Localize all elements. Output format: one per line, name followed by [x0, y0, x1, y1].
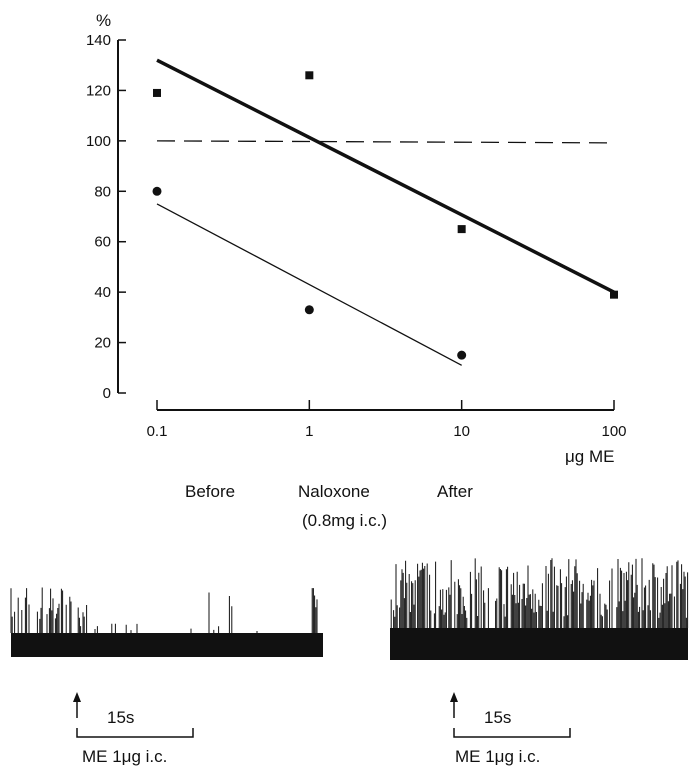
label-before: Before — [185, 482, 235, 501]
trace-spikes — [10, 587, 318, 633]
circle-marker — [152, 186, 162, 196]
stimulus-label: ME 1μg i.c. — [455, 747, 540, 766]
x-tick-label: 10 — [453, 423, 470, 440]
trace-baseline — [390, 628, 688, 660]
stimulus-label: ME 1μg i.c. — [82, 747, 167, 766]
x-tick-label: 100 — [601, 423, 626, 440]
dose-response-chart: % μg ME 0 20 40 60 80 100 120 140 0.1 1 10 100 — [86, 11, 627, 466]
x-tick-label: 1 — [305, 423, 313, 440]
time-scale-bar — [76, 728, 194, 738]
y-tick-label: 140 — [86, 32, 111, 49]
x-ticks: 0.1 1 10 100 — [147, 400, 627, 440]
stimulus-arrow — [73, 692, 81, 718]
y-tick-label: 120 — [86, 82, 111, 99]
time-scale-label: 15s — [107, 708, 134, 727]
fit-line-circles — [156, 203, 462, 366]
circle-marker — [304, 305, 314, 315]
fit-line-squares — [156, 58, 615, 294]
y-axis-unit-label: % — [96, 11, 111, 30]
square-marker — [153, 88, 161, 97]
time-scale-bar — [453, 728, 571, 738]
y-tick-label: 40 — [94, 284, 111, 301]
square-marker — [457, 225, 466, 234]
y-tick-label: 20 — [94, 335, 111, 352]
label-naloxone-dose: (0.8mg i.c.) — [302, 511, 387, 530]
x-axis-unit-label: μg ME — [565, 447, 614, 466]
time-scale-label: 15s — [484, 708, 511, 727]
y-tick-label: 0 — [103, 385, 111, 402]
trace-spikes — [390, 558, 689, 628]
stimulus-arrow — [450, 692, 458, 718]
y-ticks: 0 20 40 60 80 100 120 140 — [86, 32, 126, 402]
recording-trace-before — [10, 587, 323, 657]
y-tick-label: 100 — [86, 133, 111, 150]
label-naloxone: Naloxone — [298, 482, 370, 501]
label-after: After — [437, 482, 473, 501]
y-tick-label: 60 — [94, 234, 111, 251]
trace-baseline — [11, 633, 323, 657]
square-marker — [305, 71, 314, 80]
x-tick-label: 0.1 — [147, 423, 168, 440]
square-marker — [610, 290, 618, 299]
recording-trace-after — [390, 558, 689, 660]
circle-marker — [457, 350, 467, 360]
reference-line-100 — [156, 140, 612, 144]
y-tick-label: 80 — [94, 183, 111, 200]
plot-marks — [152, 58, 618, 366]
